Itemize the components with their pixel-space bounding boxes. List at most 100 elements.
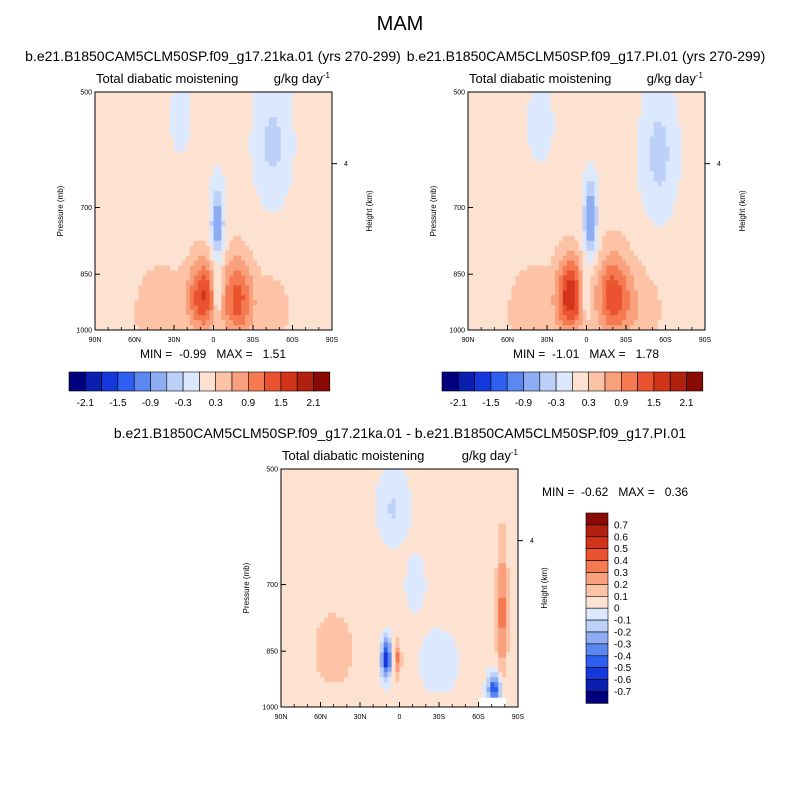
heatmap-cell [189,181,195,187]
heatmap-cell [106,215,112,222]
heatmap-cell [483,131,489,138]
heatmap-cell [479,176,485,182]
heatmap-cell [622,220,627,227]
heatmap-cell [598,245,603,252]
heatmap-cell [562,275,568,282]
heatmap-cell [98,220,104,227]
heatmap-cell [241,201,246,207]
heatmap-cell [614,191,619,197]
heatmap-cell [300,255,305,262]
heatmap-cell [606,101,611,108]
heatmap-cell [150,181,155,187]
heatmap-cell [205,101,211,108]
heatmap-cell [264,285,270,291]
heatmap-cell [550,121,556,128]
heatmap-cell [527,126,532,133]
heatmap-cell [288,141,294,148]
heatmap-cell [527,265,532,272]
heatmap-cell [515,235,520,242]
heatmap-cell [280,106,286,113]
heatmap-cell [566,196,572,202]
heatmap-cell [519,196,524,202]
heatmap-cell [213,131,219,138]
heatmap-cell [253,255,258,262]
heatmap-cell [280,315,286,321]
heatmap-cell [245,196,250,202]
heatmap-cell [209,136,215,143]
heatmap-cell [312,161,317,167]
heatmap-cell [102,161,108,167]
heatmap-cell [316,92,321,98]
heatmap-cell [606,136,611,143]
heatmap-cell [126,295,132,301]
heatmap-cell [602,196,607,202]
heatmap-cell [320,215,325,222]
heatmap-cell [535,275,540,282]
heatmap-cell [276,235,282,242]
heatmap-cell [221,136,226,143]
heatmap-cell [177,260,183,267]
heatmap-cell [280,116,286,123]
heatmap-cell [312,220,317,227]
heatmap-cell [594,235,599,242]
heatmap-cell [229,320,234,326]
heatmap-cell [209,191,215,197]
heatmap-cell [503,166,509,172]
heatmap-cell [118,211,124,217]
heatmap-cell [523,230,528,237]
heatmap-cell [539,320,544,326]
heatmap-cell [241,96,246,103]
heatmap-cell [193,181,199,187]
heatmap-cell [106,171,112,177]
heatmap-cell [201,206,207,212]
heatmap-cell [320,211,325,217]
heatmap-cell [300,106,305,113]
heatmap-cell [312,240,317,247]
heatmap-cell [122,280,128,286]
heatmap-cell [594,215,599,222]
heatmap-cell [292,270,298,277]
heatmap-cell [499,116,505,123]
heatmap-cell [280,121,286,128]
heatmap-cell [217,161,222,167]
heatmap-cell [276,250,282,257]
heatmap-cell [543,240,548,247]
heatmap-cell [225,186,230,192]
heatmap-cell [276,116,282,123]
heatmap-cell [531,215,536,222]
heatmap-cell [162,161,167,167]
heatmap-cell [233,176,238,182]
heatmap-cell [292,215,298,222]
heatmap-cell [507,245,513,252]
heatmap-cell [122,250,128,257]
heatmap-cell [475,131,481,138]
heatmap-cell [539,225,544,232]
heatmap-cell [170,220,175,227]
heatmap-cell [288,240,294,247]
heatmap-cell [308,126,313,133]
heatmap-cell [622,146,627,153]
heatmap-cell [162,255,167,262]
heatmap-cell [174,215,179,222]
heatmap-cell [296,320,301,326]
heatmap-cell [229,181,234,187]
heatmap-cell [166,186,171,192]
heatmap-cell [95,310,100,316]
heatmap-cell [475,201,481,207]
heatmap-cell [324,92,329,98]
heatmap-cell [519,245,524,252]
heatmap-cell [174,146,179,153]
heatmap-cell [189,186,195,192]
heatmap-cell [237,146,242,153]
heatmap-cell [566,136,572,143]
heatmap-cell [134,320,140,326]
heatmap-cell [138,116,143,123]
heatmap-cell [114,240,120,247]
heatmap-cell [468,250,473,257]
heatmap-cell [491,305,497,311]
heatmap-cell [95,240,100,247]
heatmap-cell [154,181,159,187]
heatmap-cell [237,295,242,301]
heatmap-cell [150,121,155,128]
heatmap-cell [256,310,262,316]
